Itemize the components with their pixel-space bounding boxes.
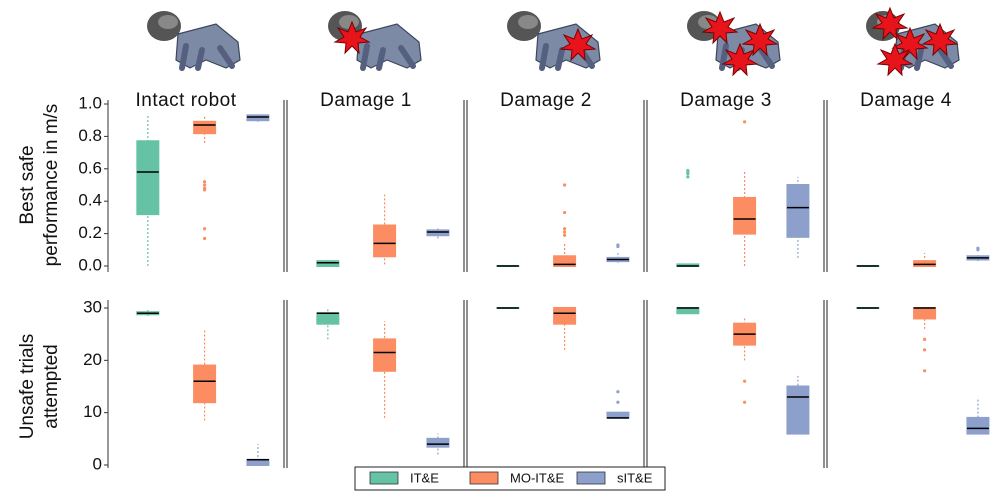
y-tick-label: 30 xyxy=(83,297,102,316)
panel-title: Damage 4 xyxy=(860,90,952,111)
panel-title: Intact robot xyxy=(135,90,236,111)
outlier xyxy=(686,175,689,178)
box xyxy=(734,197,756,234)
box xyxy=(427,438,449,447)
outlier xyxy=(563,230,566,233)
box xyxy=(787,185,809,238)
outlier xyxy=(563,234,566,237)
y-axis-label: Best safe xyxy=(17,145,38,224)
y-tick-label: 0.2 xyxy=(78,223,102,242)
outlier xyxy=(563,227,566,230)
box xyxy=(317,313,339,324)
outlier xyxy=(743,380,746,383)
y-axis-label: attempted xyxy=(41,344,62,429)
box xyxy=(967,417,989,434)
y-tick-label: 0.4 xyxy=(78,191,102,210)
chart: Intact robot Damage 1 Damage 2 Damage 3 Dama… xyxy=(0,0,1002,491)
outlier xyxy=(563,183,566,186)
y-tick-label: 0.8 xyxy=(78,126,102,145)
y-tick-label: 0 xyxy=(93,454,102,473)
legend-swatch xyxy=(470,472,498,484)
outlier xyxy=(203,183,206,186)
legend-label: IT&E xyxy=(410,470,439,485)
box xyxy=(374,225,396,257)
box xyxy=(554,308,576,325)
box xyxy=(374,339,396,371)
panel-title: Damage 3 xyxy=(680,90,772,111)
outlier xyxy=(203,180,206,183)
outlier xyxy=(743,120,746,123)
outlier xyxy=(203,227,206,230)
outlier xyxy=(563,211,566,214)
box xyxy=(787,386,809,434)
robot-images xyxy=(147,8,959,75)
outlier xyxy=(686,169,689,172)
outlier xyxy=(743,401,746,404)
y-tick-label: 10 xyxy=(83,402,102,421)
outlier xyxy=(923,348,926,351)
outlier xyxy=(616,243,619,246)
outlier xyxy=(616,401,619,404)
box xyxy=(247,115,269,121)
panel-title: Damage 2 xyxy=(500,90,592,111)
box xyxy=(194,121,216,133)
outlier xyxy=(976,247,979,250)
box xyxy=(914,308,936,319)
legend-swatch xyxy=(577,472,605,484)
y-tick-label: 0.6 xyxy=(78,158,102,177)
legend-label: sIT&E xyxy=(617,470,653,485)
y-tick-label: 1.0 xyxy=(78,93,102,112)
box xyxy=(194,365,216,403)
y-tick-label: 20 xyxy=(83,350,102,369)
outlier xyxy=(923,338,926,341)
box xyxy=(137,141,159,215)
outlier xyxy=(923,369,926,372)
panel-title: Damage 1 xyxy=(320,90,412,111)
outlier xyxy=(616,390,619,393)
outlier xyxy=(203,188,206,191)
box xyxy=(427,230,449,236)
legend-swatch xyxy=(370,472,398,484)
y-axis-label: Unsafe trials xyxy=(17,334,38,440)
legend-label: MO-IT&E xyxy=(510,470,564,485)
box xyxy=(914,261,936,267)
box xyxy=(317,261,339,267)
y-tick-label: 0.0 xyxy=(78,255,102,274)
outlier xyxy=(203,237,206,240)
y-axis-label: performance in m/s xyxy=(41,104,62,267)
